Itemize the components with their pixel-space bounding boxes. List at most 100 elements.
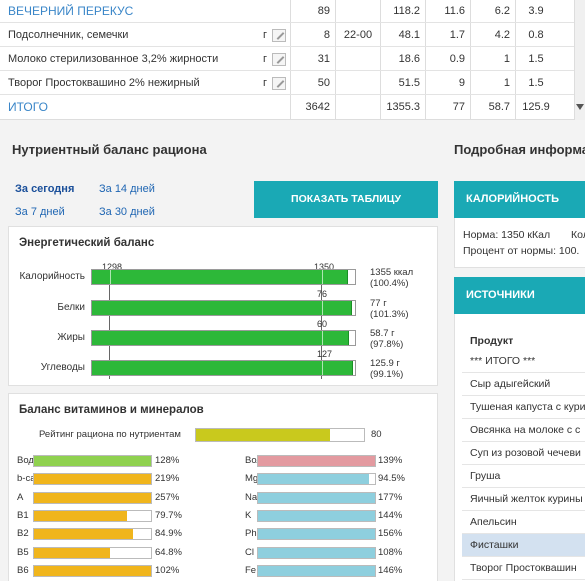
qty-cell[interactable]: 50 [317, 77, 330, 89]
energy-percent: (99.1%) [370, 369, 404, 380]
sources-header[interactable]: ИСТОЧНИКИ [454, 277, 585, 314]
kcal-cell: 51.5 [398, 77, 420, 89]
nutrient-bar [33, 509, 152, 522]
nutrient-bar [33, 564, 152, 577]
period-14-days-link[interactable]: За 14 дней [99, 183, 155, 195]
source-product-row[interactable]: *** ИТОГО *** [462, 350, 585, 373]
nutrient-bar-fill [258, 456, 375, 466]
nutrient-value: 139% [378, 455, 403, 466]
source-product-row[interactable]: Суп из розовой чечеви [462, 442, 585, 465]
nutrient-bar-fill [34, 529, 134, 540]
nutrient-bar [257, 528, 376, 541]
norm-extra-text: Кол [571, 229, 585, 241]
nutrient-bar [257, 473, 376, 486]
scroll-down-icon[interactable] [576, 104, 584, 110]
nutrient-bar-fill [34, 474, 151, 485]
qty-cell: 3642 [305, 101, 330, 113]
nutrient-label: Na [245, 491, 258, 503]
nutrient-value: 108% [378, 546, 403, 558]
meal-name[interactable]: ВЕЧЕРНИЙ ПЕРЕКУС [8, 4, 134, 18]
nutrient-label: Вода [17, 455, 40, 466]
rating-label: Рейтинг рациона по нутриентам [39, 429, 181, 440]
nutrient-bar-fill [258, 565, 375, 576]
scale-low-line [109, 271, 110, 379]
protein-cell: 77 [452, 101, 465, 113]
nutrient-bar-fill [34, 510, 128, 521]
period-today-link[interactable]: За сегодня [15, 183, 75, 195]
edit-icon[interactable] [272, 53, 286, 66]
energy-bar-tick [110, 270, 111, 284]
product-name: Молоко стерилизованное 3,2% жирности [8, 53, 219, 65]
energy-bar [91, 330, 356, 346]
calories-info-panel: Норма: 1350 кКал Кол Процент от нормы: 1… [454, 218, 585, 268]
time-cell[interactable]: 22-00 [343, 29, 373, 41]
balance-title: Нутриентный баланс рациона [12, 142, 207, 157]
qty-cell: 89 [317, 5, 330, 17]
nutrient-label: b-car [17, 473, 39, 485]
nutrient-value: 257% [155, 491, 180, 503]
energy-bar-fill [92, 270, 348, 284]
energy-norm-label: 60 [317, 319, 328, 329]
column-divider [335, 0, 336, 120]
scale-high-line [321, 271, 322, 379]
energy-percent: (101.3%) [370, 309, 409, 320]
source-product-row[interactable]: Груша [462, 465, 585, 488]
fat-cell: 58.7 [488, 101, 510, 113]
fat-cell: 6.2 [494, 5, 510, 17]
nutrient-bar-fill [258, 510, 375, 521]
energy-bar-tick [322, 301, 323, 315]
kcal-cell: 18.6 [398, 53, 420, 65]
carbs-cell: 0.8 [528, 29, 544, 41]
nutrient-value: 146% [378, 564, 403, 576]
nutrient-bar [33, 455, 152, 467]
source-product-row[interactable]: Фисташки [462, 534, 585, 557]
table-row-total: ИТОГО 3642 1355.3 77 58.7 125.9 [0, 96, 585, 119]
nutrient-bar-fill [34, 492, 151, 503]
energy-percent: (100.4%) [370, 278, 409, 289]
period-7-days-link[interactable]: За 7 дней [15, 206, 65, 218]
carbs-cell: 1.5 [528, 53, 544, 65]
calories-header[interactable]: КАЛОРИЙНОСТЬ [454, 181, 585, 218]
source-product-row[interactable]: Творог Простоквашин [462, 557, 585, 580]
fat-cell: 1 [503, 53, 510, 65]
kcal-cell: 48.1 [398, 29, 420, 41]
source-product-row[interactable]: Тушеная капуста с кури [462, 396, 585, 419]
source-product-row[interactable]: Апельсин [462, 511, 585, 534]
table-scrollbar[interactable] [574, 0, 585, 120]
nutrient-bar-fill [258, 547, 375, 558]
nutrient-value: 156% [378, 528, 403, 540]
energy-row-label: Калорийность [19, 271, 85, 282]
nutrient-bar-fill [34, 547, 110, 558]
column-divider [380, 0, 381, 120]
energy-bar [91, 269, 356, 285]
nutrient-bar-fill [258, 529, 375, 540]
qty-cell[interactable]: 31 [317, 53, 330, 65]
nutrient-value: 144% [378, 509, 403, 521]
edit-icon[interactable] [272, 77, 286, 90]
energy-bar-tick [322, 361, 323, 375]
source-product-row[interactable]: Сыр адыгейский [462, 373, 585, 396]
energy-bar-fill [92, 301, 352, 315]
source-product-row[interactable]: Овсянка на молоке с с [462, 419, 585, 442]
nutrient-bar [257, 491, 376, 504]
nutrient-value: 128% [155, 455, 180, 466]
period-30-days-link[interactable]: За 30 дней [99, 206, 155, 218]
nutrient-label: Cl [245, 546, 254, 558]
nutrient-value: 84.9% [155, 528, 182, 540]
unit-label: г [263, 77, 268, 89]
vitamins-panel: Баланс витаминов и минералов Рейтинг рац… [8, 393, 438, 581]
energy-value: 125.9 г [370, 358, 400, 369]
energy-balance-title: Энергетический баланс [19, 237, 155, 249]
nutrient-label: K [245, 509, 252, 521]
edit-icon[interactable] [272, 29, 286, 42]
show-table-button[interactable]: ПОКАЗАТЬ ТАБЛИЦУ [254, 181, 438, 218]
qty-cell[interactable]: 8 [323, 29, 330, 41]
nutrient-bar [257, 564, 376, 577]
nutrient-value: 177% [378, 491, 403, 503]
nutrient-value: 64.8% [155, 546, 182, 558]
energy-bar-tick [322, 270, 323, 284]
source-product-row[interactable]: Яичный желток курины [462, 488, 585, 511]
column-divider [515, 0, 516, 120]
carbs-cell: 3.9 [528, 5, 544, 17]
protein-cell: 11.6 [444, 5, 465, 17]
